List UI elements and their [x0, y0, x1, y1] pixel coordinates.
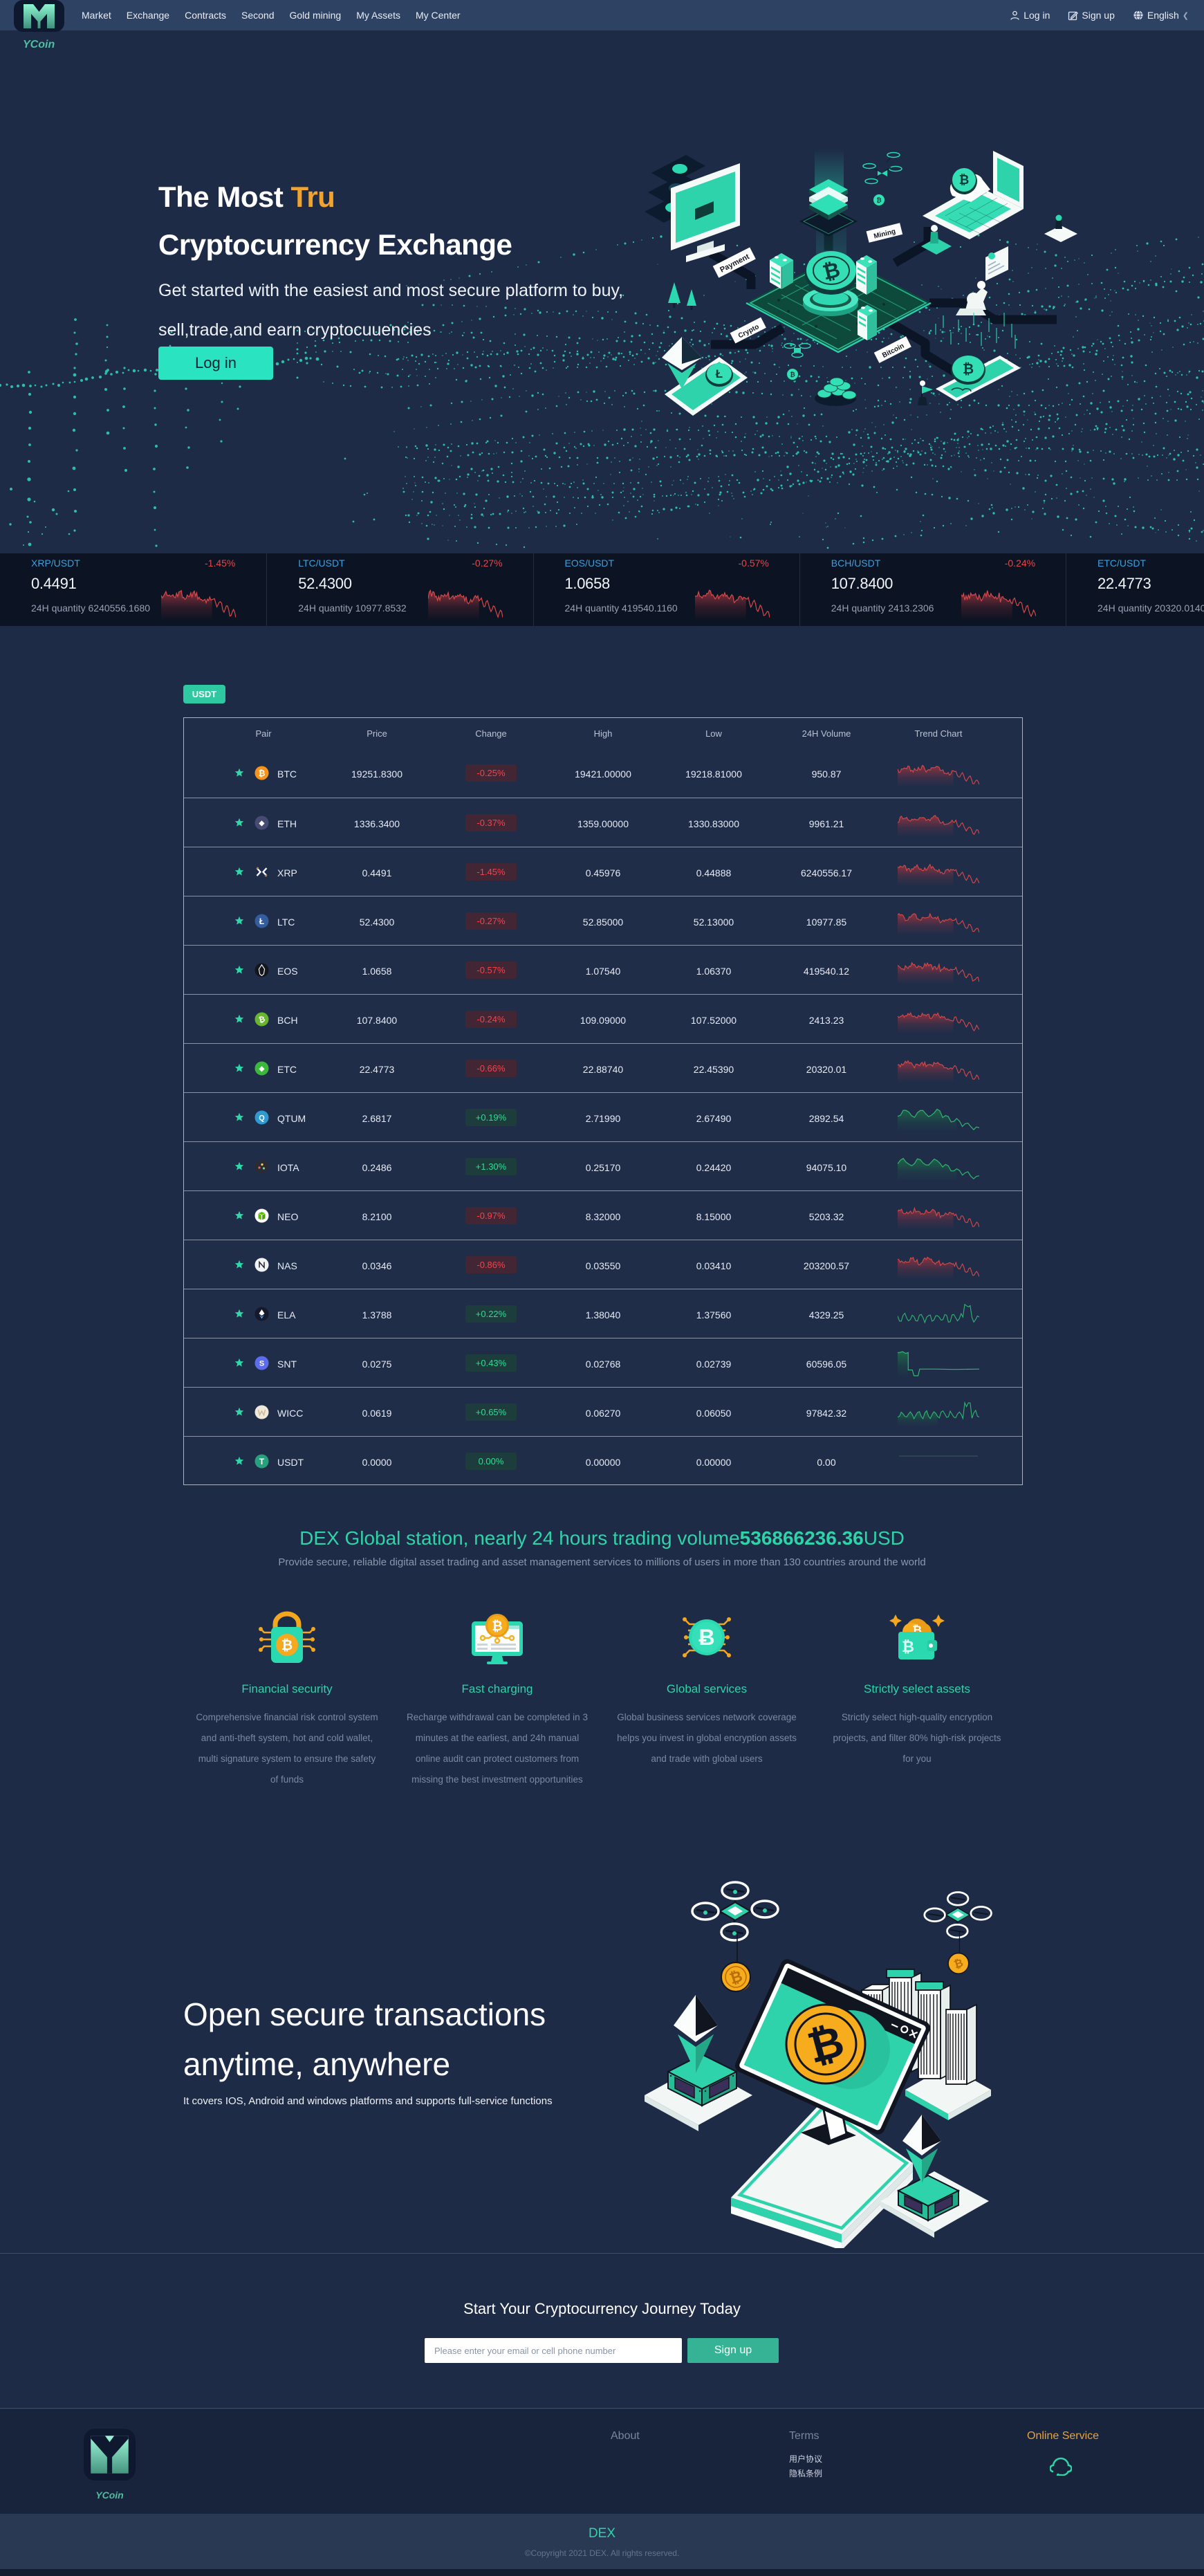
- svg-text:T: T: [259, 1457, 265, 1466]
- svg-text:Ł: Ł: [259, 917, 264, 926]
- svg-text:₿: ₿: [902, 1638, 914, 1655]
- svg-text:₿: ₿: [876, 197, 881, 204]
- svg-text:Q: Q: [259, 1114, 265, 1123]
- svg-text:◆: ◆: [259, 820, 265, 827]
- svg-text:₿: ₿: [952, 1956, 965, 1971]
- svg-text:₿: ₿: [258, 1015, 266, 1025]
- svg-text:Ƀ: Ƀ: [698, 1625, 714, 1650]
- svg-text:Ł: Ł: [716, 367, 723, 380]
- svg-text:S: S: [259, 1360, 264, 1368]
- svg-text:₿: ₿: [790, 371, 795, 378]
- svg-text:◆: ◆: [259, 1065, 265, 1073]
- svg-text:₿: ₿: [259, 769, 266, 778]
- svg-text:₿: ₿: [963, 362, 974, 377]
- svg-text:₿: ₿: [281, 1638, 293, 1653]
- svg-text:₿: ₿: [959, 173, 970, 187]
- svg-text:₿: ₿: [492, 1619, 502, 1634]
